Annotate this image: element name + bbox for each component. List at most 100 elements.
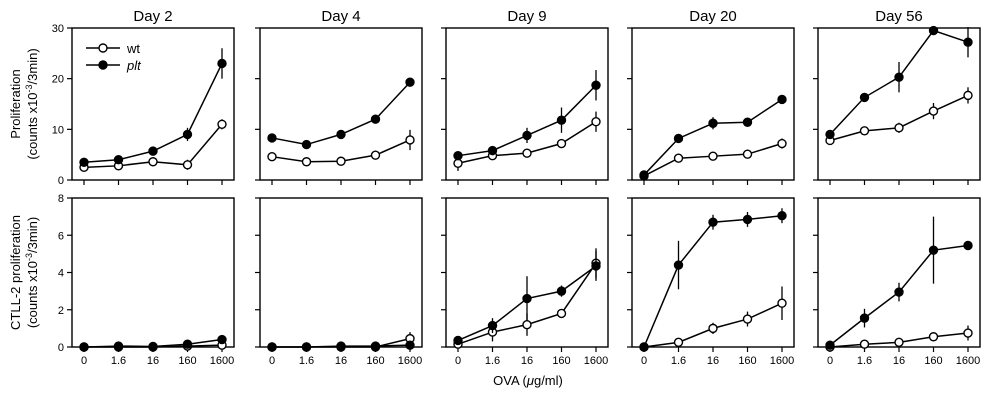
panel-frame (817, 197, 981, 348)
x-tick-label: 1.6 (111, 355, 126, 367)
y-axis-label-line2: (counts x10-3/3min) (24, 217, 40, 328)
y-axis-label-superscript: -3 (24, 253, 34, 261)
data-point-wt (777, 298, 787, 308)
data-point-wt (522, 319, 532, 330)
data-point-wt (928, 332, 939, 342)
x-tick-label: 0 (827, 355, 833, 367)
x-tick-label: 1600 (770, 355, 794, 367)
x-tick-label: 1600 (210, 355, 234, 367)
data-point-plt (79, 342, 89, 352)
data-point-plt (405, 340, 415, 350)
x-axis-label-suffix: g/ml) (534, 373, 563, 388)
legend-marker-plt (98, 60, 108, 70)
data-point-plt (928, 245, 939, 255)
data-point-plt (556, 115, 567, 125)
x-tick-label: 160 (924, 355, 942, 367)
data-point-wt (301, 157, 312, 167)
x-tick-label: 1.6 (485, 355, 500, 367)
y-axis-label-line2: (counts x10-3/3min) (24, 48, 40, 159)
x-tick-label: 1.6 (857, 355, 872, 367)
data-point-wt (673, 337, 684, 348)
y-tick-label: 4 (58, 268, 64, 280)
data-point-plt (267, 342, 277, 352)
data-point-plt (336, 129, 346, 140)
data-point-plt (182, 339, 193, 349)
y-axis-label-line1: Proliferation (8, 69, 23, 138)
data-point-plt (825, 340, 835, 350)
data-point-wt (777, 138, 787, 149)
data-point-plt (487, 320, 498, 331)
y-axis-label-text: (counts x10 (25, 261, 40, 328)
data-point-plt (182, 129, 193, 140)
data-point-wt (859, 126, 870, 136)
data-point-plt (301, 342, 312, 352)
panel (813, 25, 981, 185)
data-point-plt (370, 341, 381, 351)
data-point-wt (556, 308, 567, 319)
x-tick-label: 1600 (398, 355, 422, 367)
data-point-wt (894, 123, 904, 133)
data-point-wt (405, 135, 415, 145)
data-point-plt (336, 341, 346, 351)
data-point-plt (267, 133, 277, 143)
x-tick-label: 1.6 (299, 355, 314, 367)
x-tick-label: 1.6 (671, 355, 686, 367)
legend-marker-wt (98, 43, 108, 53)
data-point-plt (148, 341, 158, 352)
data-point-plt (522, 293, 532, 304)
data-point-plt (217, 334, 227, 345)
y-axis-label-line1: CTLL-2 proliferation (8, 215, 23, 330)
data-point-wt (336, 156, 346, 166)
data-point-plt (708, 217, 718, 227)
y-axis-label-unit: /3min) (25, 217, 40, 253)
data-point-wt (708, 151, 718, 161)
data-point-plt (113, 341, 124, 351)
x-tick-label: 1600 (956, 355, 980, 367)
y-tick-label: 2 (58, 305, 64, 317)
series-line-plt (457, 84, 597, 157)
data-point-plt (591, 261, 601, 271)
x-tick-label: 16 (521, 355, 533, 367)
legend-label-wt: wt (126, 41, 140, 56)
data-point-plt (113, 155, 124, 165)
x-tick-label: 16 (707, 355, 719, 367)
data-point-wt (370, 150, 381, 160)
data-point-wt (708, 323, 718, 334)
data-point-plt (217, 58, 227, 69)
data-point-plt (673, 260, 684, 270)
data-point-plt (825, 129, 835, 140)
panel (627, 27, 795, 185)
data-point-wt (217, 119, 227, 129)
panel-frame (259, 197, 423, 348)
data-point-plt (928, 25, 939, 36)
x-tick-label: 160 (366, 355, 384, 367)
data-point-plt (777, 210, 787, 221)
data-point-wt (453, 158, 463, 168)
data-point-wt (963, 328, 973, 338)
data-point-wt (591, 117, 601, 127)
x-tick-label: 16 (893, 355, 905, 367)
data-point-wt (267, 151, 277, 162)
panel-frame (71, 197, 235, 348)
data-point-plt (859, 92, 870, 103)
data-point-plt (639, 342, 649, 352)
data-point-plt (777, 94, 787, 105)
panel: 0 1.6 16 160 1600 (255, 197, 423, 367)
y-tick-label: 30 (52, 23, 64, 35)
data-point-plt (79, 157, 89, 167)
data-point-plt (148, 146, 158, 156)
label-layer: Day 2 Day 4 Day 9 Day 20 Day 56 Proliferation… (8, 8, 923, 388)
data-point-wt (556, 138, 567, 149)
x-axis-label-mu: μ (526, 373, 534, 388)
column-title-day: Day 4 (321, 8, 360, 25)
panel (255, 27, 423, 185)
x-tick-label: 0 (455, 355, 461, 367)
x-tick-label: 160 (738, 355, 756, 367)
x-axis-label-prefix: OVA ( (493, 373, 527, 388)
y-axis-label-text: (counts x10 (25, 92, 40, 159)
panel: 0 1.6 16 160 1600 (441, 197, 609, 367)
x-tick-label: 16 (335, 355, 347, 367)
data-point-plt (894, 287, 904, 297)
